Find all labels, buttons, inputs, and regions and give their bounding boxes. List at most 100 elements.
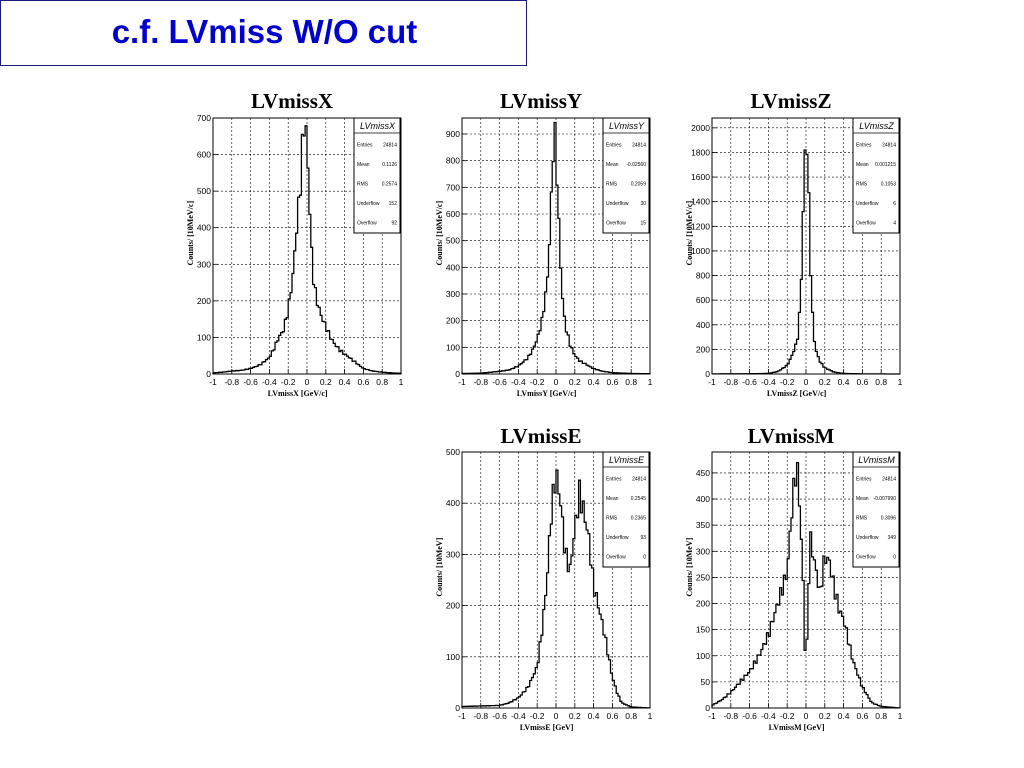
chart-4-stats-value: 0.2365 — [631, 515, 647, 521]
slide-title: c.f. LVmiss W/O cut — [111, 13, 418, 50]
chart-1-stats-name: LVmissX — [360, 121, 396, 131]
chart-3-stats-name: LVmissZ — [859, 121, 894, 131]
chart-5-stats-box — [852, 451, 901, 568]
chart-2-xtick-label: -0.2 — [530, 377, 545, 387]
chart-1-xtick-label: -0.8 — [224, 377, 239, 387]
chart-5-stats-label: Overflow — [856, 554, 876, 560]
chart-3-stats-box — [852, 117, 901, 234]
chart-4-stats-box — [602, 451, 651, 568]
chart-2-ylabel: Counts/ [10MeV/c] — [435, 201, 444, 266]
chart-4-xlabel: LVmissE [GeV] — [520, 723, 574, 732]
chart-2-ytick-label: 700 — [446, 182, 460, 192]
chart-2-stats-value: 15 — [640, 220, 646, 226]
chart-3-xlabel: LVmissZ [GeV/c] — [767, 389, 827, 398]
chart-2-xtick-label: 0.4 — [588, 377, 600, 387]
chart-5-xtick-label: 0.8 — [875, 711, 887, 721]
chart-1-stats-shadow — [399, 118, 401, 233]
chart-4-xtick-label: -0.6 — [492, 711, 507, 721]
chart-2-xtick-label: -1 — [458, 377, 466, 387]
chart-4-stats-label: Underflow — [606, 535, 629, 541]
chart-5-title: LVmissM — [748, 424, 835, 448]
chart-2-stats-label: Overflow — [606, 220, 626, 226]
chart-1-xtick-label: 1 — [399, 377, 404, 387]
chart-2-title: LVmissY — [500, 89, 582, 113]
chart-3-stats-label: Underflow — [856, 201, 879, 207]
chart-3-xtick-label: -0.2 — [780, 377, 795, 387]
chart-1-xtick-label: 0.8 — [376, 377, 388, 387]
chart-2-stats-label: Entries — [606, 143, 622, 149]
chart-2-ytick-label: 300 — [446, 289, 460, 299]
chart-5-xtick-label: -1 — [708, 711, 716, 721]
chart-4-ytick-label: 200 — [446, 601, 460, 611]
chart-4-xtick-label: 1 — [648, 711, 653, 721]
chart-2-ytick-label: 400 — [446, 262, 460, 272]
chart-4-ytick-label: 500 — [446, 447, 460, 457]
chart-1-xtick-label: 0.6 — [357, 377, 369, 387]
chart-1-histogram-line — [212, 125, 402, 374]
chart-2-ytick-label: 600 — [446, 209, 460, 219]
chart-1-ytick-label: 400 — [197, 223, 211, 233]
chart-3-histogram-line — [711, 149, 900, 375]
chart-4-stats-value: 24814 — [632, 477, 646, 483]
chart-3-stats-label: Entries — [856, 143, 872, 149]
chart-1-xtick-label: -0.2 — [281, 377, 296, 387]
chart-2-ytick-label: 800 — [446, 156, 460, 166]
chart-2-xtick-label: 0.8 — [625, 377, 637, 387]
chart-1-ytick-label: 200 — [197, 296, 211, 306]
chart-5-stats-label: Entries — [856, 477, 872, 483]
chart-2-xtick-label: 0 — [554, 377, 559, 387]
chart-5-ytick-label: 250 — [696, 572, 710, 582]
chart-3-xtick-label: 0.2 — [819, 377, 831, 387]
chart-2-ytick-label: 200 — [446, 316, 460, 326]
chart-1-stats-label: Overflow — [357, 220, 377, 226]
chart-5-ytick-label: 0 — [705, 703, 710, 713]
chart-4-stats-label: Mean — [606, 496, 619, 502]
chart-3-ytick-label: 2000 — [691, 123, 710, 133]
chart-1-stats-value: 0.2574 — [382, 181, 398, 187]
chart-4-ytick-label: 300 — [446, 549, 460, 559]
chart-3-stats-shadow — [898, 118, 900, 233]
chart-2-stats-name: LVmissY — [609, 121, 645, 131]
chart-2-ytick-label: 0 — [455, 369, 460, 379]
chart-1-xtick-label: 0.2 — [320, 377, 332, 387]
chart-4-histogram-line — [461, 469, 651, 709]
chart-1-stats-label: Entries — [357, 143, 373, 149]
chart-3-ytick-label: 1800 — [691, 147, 710, 157]
chart-5-ytick-label: 100 — [696, 651, 710, 661]
chart-5-stats-value: 0 — [893, 554, 896, 560]
chart-5-ytick-label: 300 — [696, 546, 710, 556]
chart-1-ytick-label: 500 — [197, 186, 211, 196]
chart-5-ytick-label: 50 — [701, 677, 711, 687]
chart-5-xtick-label: 0 — [804, 711, 809, 721]
chart-5-xtick-label: -0.8 — [723, 711, 738, 721]
chart-4-xtick-label: 0.2 — [569, 711, 581, 721]
chart-3-xtick-label: -0.4 — [761, 377, 776, 387]
chart-3-stats-value: 24814 — [882, 143, 896, 149]
chart-3-xtick-label: -0.8 — [723, 377, 738, 387]
chart-3-ylabel: Counts/ [10MeV/c] — [685, 201, 694, 266]
chart-3-stats-value: 0.1053 — [881, 181, 897, 187]
chart-2-xtick-label: -0.6 — [492, 377, 507, 387]
chart-1-ytick-label: 300 — [197, 259, 211, 269]
chart-4-xtick-label: 0.4 — [588, 711, 600, 721]
chart-4-xtick-label: -0.4 — [511, 711, 526, 721]
chart-2-ytick-label: 500 — [446, 236, 460, 246]
chart-2-xlabel: LVmissY [GeV/c] — [517, 389, 577, 398]
chart-5-ytick-label: 200 — [696, 599, 710, 609]
chart-4-ytick-label: 0 — [455, 703, 460, 713]
chart-4-stats-name: LVmissE — [609, 455, 645, 465]
chart-5-stats-label: RMS — [856, 515, 868, 521]
chart-1-stats-value: 0.1126 — [382, 162, 397, 168]
chart-3-ytick-label: 1400 — [691, 197, 710, 207]
chart-4-xtick-label: -0.2 — [530, 711, 545, 721]
chart-3-ytick-label: 400 — [696, 320, 710, 330]
chart-5-ytick-label: 400 — [696, 494, 710, 504]
chart-3-stats-value: 4 — [893, 220, 896, 226]
chart-4-ytick-label: 400 — [446, 498, 460, 508]
chart-1-stats-value: 92 — [391, 220, 397, 226]
chart-2-xtick-label: -0.8 — [473, 377, 488, 387]
chart-5-stats-name: LVmissM — [858, 455, 895, 465]
chart-3-ytick-label: 1200 — [691, 221, 710, 231]
chart-2-stats-value: -0.02560 — [626, 162, 646, 168]
